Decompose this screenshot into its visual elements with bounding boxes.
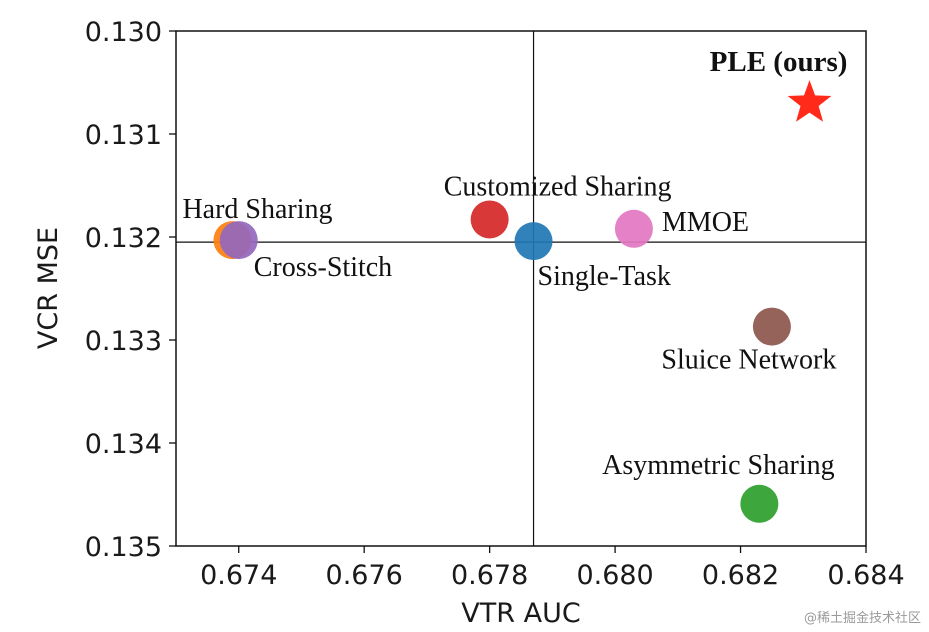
x-tick-label: 0.674 xyxy=(200,560,277,591)
point-cross-stitch xyxy=(219,221,258,260)
x-tick-label: 0.684 xyxy=(827,560,904,591)
y-tick-label: 0.132 xyxy=(85,223,162,254)
label-asymmetric-sharing: Asymmetric Sharing xyxy=(602,450,835,481)
point-ple-ours xyxy=(787,80,832,122)
y-tick-label: 0.131 xyxy=(85,120,162,151)
x-tick-label: 0.682 xyxy=(702,560,779,591)
point-mmoe xyxy=(614,209,653,248)
x-tick-label: 0.678 xyxy=(451,560,528,591)
watermark: @稀土掘金技术社区 xyxy=(803,611,921,626)
x-tick-label: 0.680 xyxy=(576,560,653,591)
x-axis: 0.674 0.676 0.678 0.680 0.682 0.684 xyxy=(200,546,905,591)
label-customized-sharing: Customized Sharing xyxy=(444,171,672,202)
label-sluice-network: Sluice Network xyxy=(661,345,836,376)
point-sluice-network xyxy=(752,307,791,346)
point-single-task xyxy=(514,222,553,261)
x-tick-label: 0.676 xyxy=(326,560,403,591)
y-tick-label: 0.134 xyxy=(85,429,162,460)
label-cross-stitch: Cross-Stitch xyxy=(254,252,392,283)
plot-frame xyxy=(175,30,867,547)
point-asymmetric-sharing xyxy=(740,484,779,523)
y-tick-label: 0.133 xyxy=(85,326,162,357)
data-points xyxy=(213,80,832,523)
point-labels: Hard Sharing Cross-Stitch Customized Shari… xyxy=(182,46,847,481)
y-tick-label: 0.130 xyxy=(85,17,162,48)
y-axis: 0.130 0.131 0.132 0.133 0.134 0.135 xyxy=(85,17,176,563)
label-hard-sharing: Hard Sharing xyxy=(182,194,332,225)
label-single-task: Single-Task xyxy=(538,261,671,292)
point-customized-sharing xyxy=(470,200,509,239)
label-mmoe: MMOE xyxy=(662,207,749,238)
label-ple-ours: PLE (ours) xyxy=(710,46,848,78)
y-axis-label: VCR MSE xyxy=(33,227,64,349)
x-axis-label: VTR AUC xyxy=(461,598,580,629)
y-tick-label: 0.135 xyxy=(85,532,162,563)
